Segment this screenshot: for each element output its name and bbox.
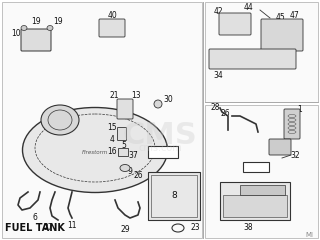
FancyBboxPatch shape — [118, 148, 128, 156]
Text: 38: 38 — [243, 223, 253, 233]
Ellipse shape — [47, 25, 53, 30]
Ellipse shape — [22, 108, 167, 192]
Text: 10: 10 — [11, 30, 21, 38]
FancyBboxPatch shape — [2, 2, 202, 238]
FancyBboxPatch shape — [220, 182, 290, 220]
FancyBboxPatch shape — [209, 49, 296, 69]
FancyBboxPatch shape — [99, 19, 125, 37]
Text: 6: 6 — [33, 214, 37, 222]
Text: 5: 5 — [122, 140, 126, 150]
Text: 26: 26 — [133, 172, 143, 180]
Text: 23: 23 — [190, 223, 200, 233]
Text: 37: 37 — [128, 150, 138, 160]
Text: E-18: E-18 — [247, 164, 265, 170]
Text: 27: 27 — [43, 223, 53, 233]
Text: 9: 9 — [128, 168, 132, 176]
Text: 34: 34 — [213, 72, 223, 80]
Text: E-2-1: E-2-1 — [152, 148, 174, 156]
FancyBboxPatch shape — [269, 139, 291, 155]
Text: cms.com: cms.com — [138, 143, 182, 153]
Text: 1: 1 — [298, 106, 302, 114]
Text: 47: 47 — [290, 12, 300, 20]
Text: 42: 42 — [213, 7, 223, 17]
FancyBboxPatch shape — [117, 99, 133, 119]
Text: MI: MI — [305, 232, 313, 238]
Ellipse shape — [21, 25, 27, 30]
FancyBboxPatch shape — [261, 19, 303, 51]
FancyBboxPatch shape — [205, 105, 318, 238]
Text: 15: 15 — [107, 124, 117, 132]
Text: 13: 13 — [131, 91, 141, 101]
Text: 19: 19 — [53, 18, 63, 26]
Text: 28: 28 — [210, 103, 220, 113]
FancyBboxPatch shape — [219, 13, 251, 35]
FancyBboxPatch shape — [223, 195, 287, 217]
Text: 26: 26 — [220, 109, 230, 119]
Text: 16: 16 — [107, 146, 117, 156]
Ellipse shape — [154, 100, 162, 108]
Text: Firestorm: Firestorm — [82, 150, 108, 155]
Ellipse shape — [41, 105, 79, 135]
Text: 11: 11 — [67, 221, 77, 229]
FancyBboxPatch shape — [148, 172, 200, 220]
Ellipse shape — [120, 164, 130, 172]
FancyBboxPatch shape — [21, 29, 51, 51]
Text: 21: 21 — [109, 91, 119, 101]
Text: 4: 4 — [109, 136, 115, 144]
Text: 8: 8 — [171, 192, 177, 200]
FancyBboxPatch shape — [240, 185, 285, 195]
Text: 45: 45 — [275, 13, 285, 23]
Text: 40: 40 — [107, 11, 117, 19]
FancyBboxPatch shape — [284, 109, 300, 139]
Text: FUEL TANK: FUEL TANK — [5, 223, 65, 233]
FancyBboxPatch shape — [205, 2, 318, 102]
Text: 44: 44 — [243, 4, 253, 12]
FancyBboxPatch shape — [148, 146, 178, 158]
Text: CMS: CMS — [123, 120, 197, 150]
Text: 19: 19 — [31, 18, 41, 26]
Text: 29: 29 — [120, 226, 130, 234]
Text: 32: 32 — [290, 150, 300, 160]
FancyBboxPatch shape — [117, 127, 126, 140]
Text: 30: 30 — [163, 96, 173, 104]
FancyBboxPatch shape — [243, 162, 269, 172]
